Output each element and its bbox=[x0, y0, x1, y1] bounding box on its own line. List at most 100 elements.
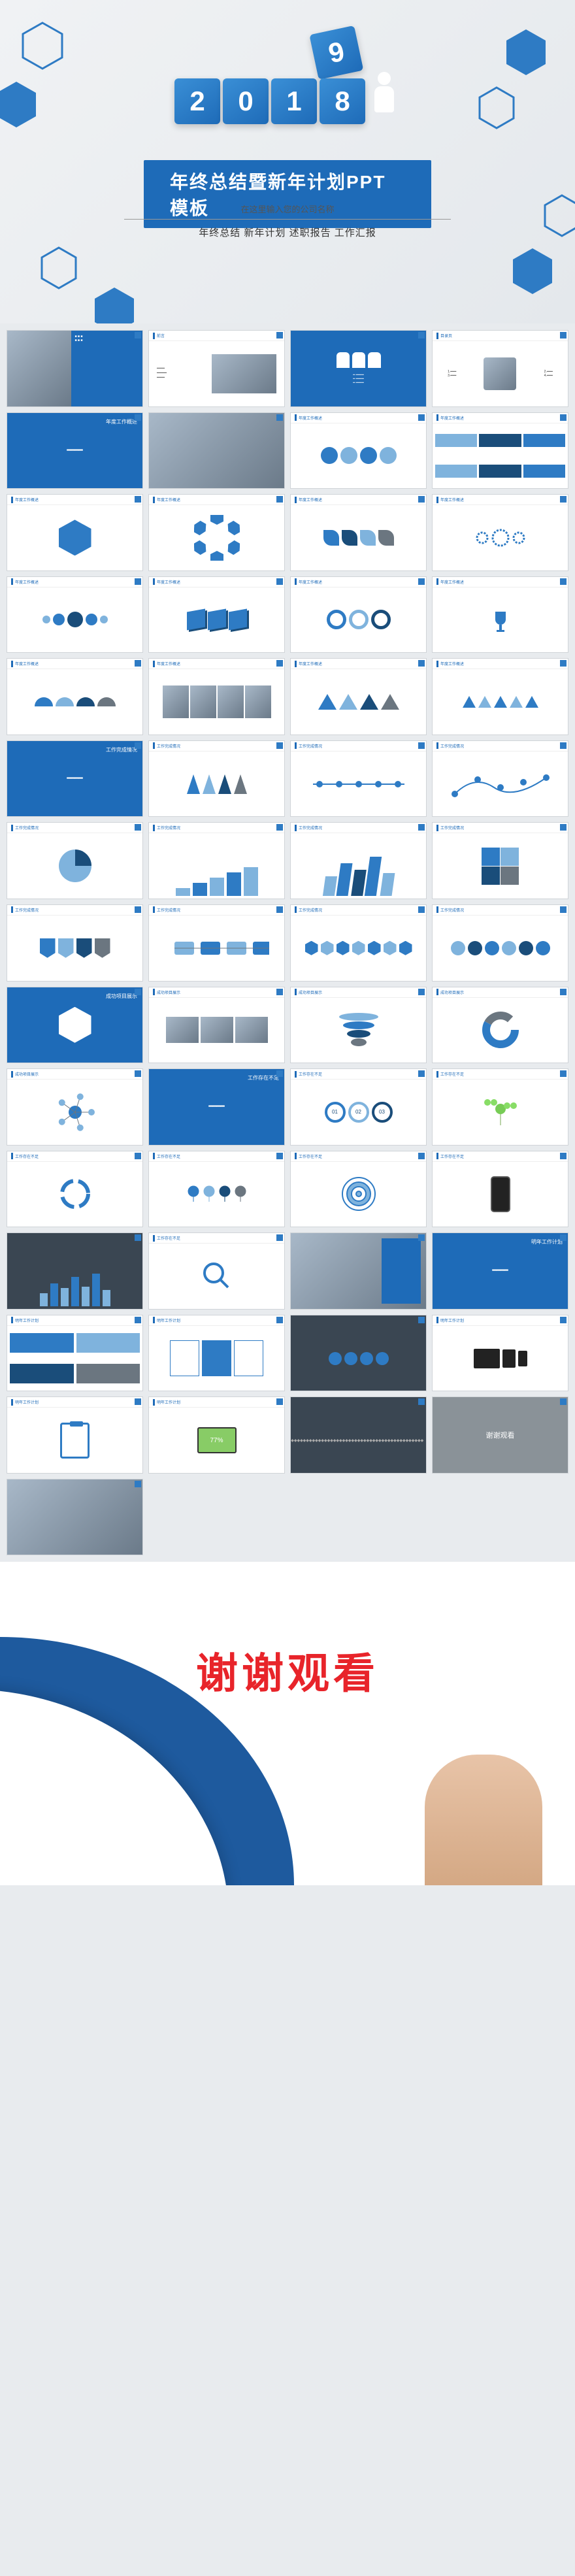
slide-thumbnail[interactable]: 工作完成情况 bbox=[290, 740, 427, 817]
corner-decoration bbox=[418, 414, 425, 421]
corner-decoration bbox=[135, 414, 141, 421]
slide-thumbnail[interactable]: 明年工作计划 bbox=[7, 1315, 143, 1392]
corner-decoration bbox=[276, 1234, 283, 1241]
slide-thumbnail[interactable]: 成功项目展示 bbox=[148, 987, 285, 1064]
slide-thumbnail[interactable]: 年度工作概述 bbox=[7, 658, 143, 735]
corner-decoration bbox=[560, 332, 567, 339]
slide-thumbnail[interactable]: 明年工作计划 bbox=[7, 1396, 143, 1474]
slide-title: 工作完成情况 bbox=[149, 905, 284, 916]
slide-thumbnail[interactable]: 工作完成情况 bbox=[290, 822, 427, 899]
hex-decoration-icon bbox=[20, 20, 65, 72]
slide-title: 年度工作概述 bbox=[433, 413, 568, 423]
corner-decoration bbox=[560, 660, 567, 667]
slide-thumbnail[interactable]: 工作完成情况 bbox=[7, 822, 143, 899]
corner-decoration bbox=[418, 906, 425, 913]
slide-thumbnail[interactable]: 工作完成情况 bbox=[7, 904, 143, 982]
slide-thumbnail[interactable]: 工作完成情况━━━━ bbox=[7, 740, 143, 817]
slide-title: 前言 bbox=[149, 331, 284, 341]
slide-thumbnail[interactable]: 明年工作计划━━━━ bbox=[432, 1232, 568, 1310]
slide-title: 年度工作概述 bbox=[433, 577, 568, 587]
slide-thumbnail[interactable]: ━ ━━━━━ ━━━━━ ━━━━ bbox=[290, 330, 427, 407]
slide-thumbnail[interactable]: 年度工作概述 bbox=[432, 576, 568, 653]
slide-thumbnail[interactable]: 年度工作概述 bbox=[290, 412, 427, 489]
slide-thumbnail[interactable]: 成功项目展示 bbox=[290, 987, 427, 1064]
corner-decoration bbox=[135, 1070, 141, 1077]
slide-thumbnail[interactable]: 工作存在不足━━━━ bbox=[148, 1068, 285, 1146]
corner-decoration bbox=[276, 1070, 283, 1077]
slide-title: 工作存在不足 bbox=[433, 1151, 568, 1162]
slide-thumbnail[interactable] bbox=[290, 1315, 427, 1392]
slide-thumbnail[interactable]: 工作存在不足010203 bbox=[290, 1068, 427, 1146]
slide-thumbnail[interactable]: 年度工作概述 bbox=[148, 576, 285, 653]
slide-title: 工作完成情况 bbox=[291, 823, 426, 833]
slide-thumbnail[interactable]: 年度工作概述 bbox=[7, 576, 143, 653]
slide-thumbnail[interactable]: 明年工作计划 bbox=[432, 1315, 568, 1392]
slide-thumbnail[interactable]: 年度工作概述━━━━ bbox=[7, 412, 143, 489]
slide-thumbnail[interactable]: 前言━━━━━━━━━━━━━ bbox=[148, 330, 285, 407]
slide-thumbnail[interactable]: 年度工作概述 bbox=[432, 412, 568, 489]
slide-thumbnail[interactable]: ◆◆◆◆◆◆◆◆◆◆◆◆◆◆◆◆◆◆◆◆◆◆◆◆◆◆◆◆◆◆◆◆◆◆◆◆◆◆◆◆… bbox=[290, 1396, 427, 1474]
year-digit: 8 bbox=[320, 78, 365, 124]
slide-title: 明年工作计划 bbox=[433, 1315, 568, 1326]
slide-thumbnail[interactable]: 年度工作概述 bbox=[7, 494, 143, 571]
slide-thumbnail[interactable]: 年度工作概述 bbox=[290, 494, 427, 571]
slide-thumbnail[interactable]: 工作完成情况 bbox=[432, 740, 568, 817]
slide-thumbnail[interactable]: 工作存在不足 bbox=[432, 1151, 568, 1228]
slide-title: 工作存在不足 bbox=[149, 1233, 284, 1244]
corner-decoration bbox=[276, 824, 283, 831]
slide-title: 工作完成情况 bbox=[433, 905, 568, 916]
slide-title: 目录页 bbox=[433, 331, 568, 341]
slide-title: 年度工作概述 bbox=[433, 659, 568, 669]
slide-thumbnail[interactable]: 工作存在不足 bbox=[290, 1151, 427, 1228]
slide-title: 年度工作概述 bbox=[149, 495, 284, 505]
slide-thumbnail[interactable]: 工作存在不足 bbox=[7, 1151, 143, 1228]
corner-decoration bbox=[276, 906, 283, 913]
slide-title: 工作存在不足 bbox=[149, 1151, 284, 1162]
slide-thumbnail[interactable]: 明年工作计划77% bbox=[148, 1396, 285, 1474]
slide-thumbnail[interactable]: 工作完成情况 bbox=[148, 740, 285, 817]
corner-decoration bbox=[276, 1153, 283, 1159]
slide-thumbnail[interactable]: 目录页1.━━━3.━━━2.━━━4.━━━ bbox=[432, 330, 568, 407]
slide-thumbnail[interactable] bbox=[7, 1232, 143, 1310]
corner-decoration bbox=[135, 1153, 141, 1159]
corner-decoration bbox=[560, 989, 567, 995]
hex-decoration-icon bbox=[510, 245, 555, 297]
slide-thumbnail[interactable]: 年度工作概述 bbox=[148, 658, 285, 735]
corner-decoration bbox=[560, 578, 567, 585]
slide-thumbnail[interactable]: 年度工作概述 bbox=[432, 494, 568, 571]
slide-thumbnail[interactable]: 工作存在不足 bbox=[148, 1232, 285, 1310]
slide-thumbnail[interactable]: 年度工作概述 bbox=[148, 494, 285, 571]
slide-thumbnail[interactable]: 工作完成情况 bbox=[290, 904, 427, 982]
slide-thumbnail[interactable]: 工作完成情况 bbox=[148, 904, 285, 982]
slide-title: 明年工作计划 bbox=[7, 1315, 142, 1326]
slide-thumbnail[interactable]: 工作完成情况 bbox=[148, 822, 285, 899]
hand-icon bbox=[425, 1755, 542, 1885]
slide-title: 成功项目展示 bbox=[149, 987, 284, 998]
corner-decoration bbox=[135, 578, 141, 585]
slide-thumbnail[interactable]: 年度工作概述 bbox=[432, 658, 568, 735]
slide-thumbnail[interactable]: 工作完成情况 bbox=[432, 904, 568, 982]
year-digit: 0 bbox=[223, 78, 269, 124]
slide-thumbnail[interactable]: 工作存在不足 bbox=[148, 1151, 285, 1228]
slide-title: 工作完成情况 bbox=[149, 741, 284, 751]
slide-thumbnail[interactable]: 成功项目展示 bbox=[7, 1068, 143, 1146]
slide-title: 成功项目展示 bbox=[433, 987, 568, 998]
corner-decoration bbox=[560, 496, 567, 503]
slide-thumbnail[interactable]: 年度工作概述 bbox=[290, 576, 427, 653]
slide-thumbnail[interactable]: ■ ■ ■■ ■ ■ bbox=[7, 330, 143, 407]
corner-decoration bbox=[135, 742, 141, 749]
slide-thumbnail[interactable]: 成功项目展示 bbox=[7, 987, 143, 1064]
slide-thumbnail[interactable]: 工作完成情况 bbox=[432, 822, 568, 899]
slide-thumbnail[interactable]: 明年工作计划 bbox=[148, 1315, 285, 1392]
corner-decoration bbox=[135, 824, 141, 831]
year-display: 2 0 1 9 8 bbox=[174, 72, 401, 124]
slide-thumbnail[interactable]: 成功项目展示 bbox=[432, 987, 568, 1064]
slide-thumbnail[interactable] bbox=[148, 412, 285, 489]
slide-thumbnail[interactable] bbox=[7, 1479, 143, 1556]
slide-thumbnail[interactable]: 年度工作概述 bbox=[290, 658, 427, 735]
slide-thumbnail[interactable] bbox=[290, 1232, 427, 1310]
slide-thumbnail[interactable]: 工作存在不足 bbox=[432, 1068, 568, 1146]
slide-title: 年度工作概述 bbox=[149, 659, 284, 669]
corner-decoration bbox=[560, 824, 567, 831]
slide-thumbnail[interactable]: 谢谢观看 bbox=[432, 1396, 568, 1474]
